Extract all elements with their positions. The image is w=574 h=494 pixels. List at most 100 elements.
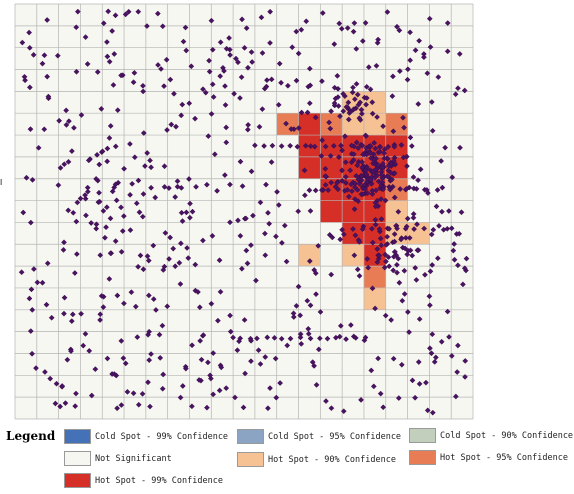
incident-point — [369, 99, 376, 106]
legend-swatch-cold-90 — [409, 428, 436, 443]
incident-point — [355, 145, 362, 151]
incident-point — [97, 317, 103, 323]
incident-point — [290, 314, 297, 320]
incident-point — [140, 88, 147, 95]
hot-spot-cell — [363, 113, 386, 136]
incident-point — [152, 194, 159, 201]
incident-point — [135, 8, 142, 15]
incident-point — [61, 310, 67, 317]
incident-point — [293, 303, 300, 309]
incident-point — [406, 329, 412, 336]
incident-point — [401, 267, 408, 274]
incident-point — [195, 289, 201, 295]
incident-point — [372, 145, 379, 152]
incident-point — [222, 172, 228, 178]
legend-item-cold-90: Cold Spot - 90% Confidence — [409, 428, 573, 443]
incident-point — [365, 264, 372, 271]
incident-point — [100, 304, 107, 310]
incident-point — [355, 176, 362, 183]
incident-point — [267, 40, 273, 46]
incident-point — [392, 248, 398, 255]
incident-point — [347, 322, 354, 328]
incident-point — [227, 312, 233, 319]
incident-point — [407, 29, 413, 36]
incident-point — [84, 188, 91, 195]
incident-point — [287, 335, 294, 342]
incident-point — [389, 183, 396, 190]
incident-point — [157, 355, 164, 361]
incident-point — [363, 101, 369, 108]
incident-point — [144, 23, 150, 29]
incident-point — [416, 381, 423, 387]
incident-point — [451, 241, 458, 247]
incident-point — [302, 192, 308, 199]
incident-point — [455, 342, 461, 349]
incident-point — [200, 86, 206, 93]
incident-point — [349, 188, 355, 195]
incident-point — [174, 183, 181, 190]
incident-point — [274, 188, 280, 195]
incident-point — [22, 77, 28, 84]
incident-point — [404, 163, 410, 170]
incident-point — [402, 225, 409, 232]
incident-point — [295, 283, 302, 290]
incident-point — [350, 151, 357, 158]
incident-point — [57, 403, 64, 410]
incident-point — [379, 179, 386, 186]
incident-point — [148, 351, 154, 357]
incident-point — [135, 263, 141, 270]
incident-point — [462, 358, 469, 364]
incident-point — [417, 166, 424, 173]
incident-point — [155, 62, 161, 68]
incident-point — [96, 161, 103, 168]
hot-spot-cell — [363, 266, 386, 288]
incident-point — [460, 281, 466, 288]
hot-spot-cell — [298, 244, 321, 267]
incident-point — [373, 62, 380, 69]
legend-swatch-cold-95 — [237, 429, 264, 444]
incident-point — [395, 255, 402, 262]
incident-point — [461, 265, 468, 272]
incident-point — [332, 334, 339, 341]
incident-point — [144, 253, 151, 260]
incident-point — [391, 143, 398, 150]
incident-point — [164, 127, 170, 133]
incident-point — [247, 335, 254, 342]
incident-point — [73, 251, 80, 257]
incident-point — [166, 185, 172, 191]
incident-point — [430, 226, 437, 233]
incident-point — [107, 215, 114, 222]
incident-point — [227, 328, 234, 335]
incident-point — [161, 163, 168, 170]
incident-point — [114, 292, 121, 299]
incident-point — [73, 68, 80, 75]
incident-point — [66, 118, 72, 125]
incident-point — [394, 261, 400, 268]
incident-point — [57, 164, 64, 171]
incident-point — [19, 39, 26, 46]
incident-point — [328, 271, 335, 278]
incident-point — [380, 123, 386, 130]
incident-point — [293, 77, 300, 84]
incident-point — [412, 265, 419, 271]
incident-point — [452, 393, 459, 400]
legend-item-not-significant: Not Significant — [64, 451, 172, 466]
incident-point — [255, 347, 262, 354]
incident-point — [96, 189, 102, 196]
incident-point — [61, 294, 68, 301]
incident-point — [383, 258, 389, 265]
incident-point — [312, 187, 319, 194]
incident-point — [73, 390, 79, 397]
incident-point — [227, 181, 233, 188]
incident-point — [289, 44, 296, 51]
incident-point — [450, 247, 457, 254]
incident-point — [248, 49, 255, 55]
incident-point — [104, 158, 111, 165]
incident-point — [217, 73, 224, 80]
incident-point — [363, 83, 370, 90]
incident-point — [18, 269, 25, 276]
incident-point — [211, 151, 218, 158]
incident-point — [377, 148, 383, 155]
incident-point — [353, 139, 360, 146]
incident-point — [44, 260, 51, 267]
